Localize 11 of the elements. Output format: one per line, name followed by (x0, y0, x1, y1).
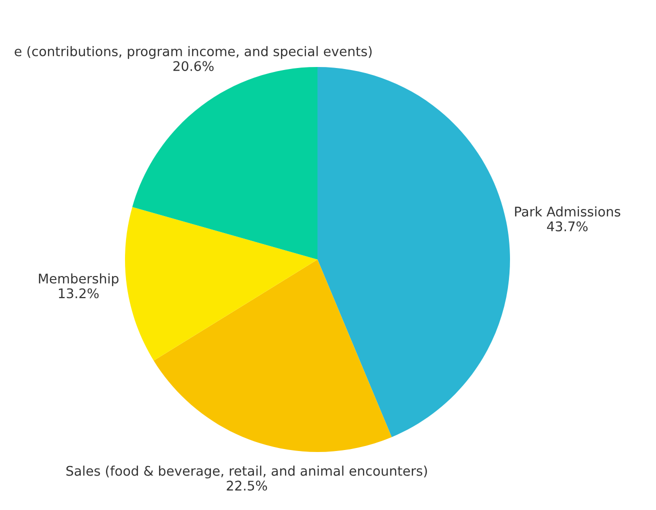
slice-label: Membership (38, 273, 118, 286)
slice-label: e (contributions, program income, and special events) (14, 46, 372, 59)
pie-slice (125, 206, 318, 361)
data-label: 13.2% (58, 288, 99, 298)
pie-slice (318, 67, 510, 438)
pie-slice (154, 260, 392, 452)
data-label: 22.5% (226, 480, 268, 491)
data-label: 43.7% (547, 221, 588, 232)
slice-label: Sales (food & beverage, retail, and animal encounters) (66, 466, 427, 478)
slice-label: Park Admissions (515, 206, 620, 217)
data-label: 20.6% (173, 61, 214, 72)
